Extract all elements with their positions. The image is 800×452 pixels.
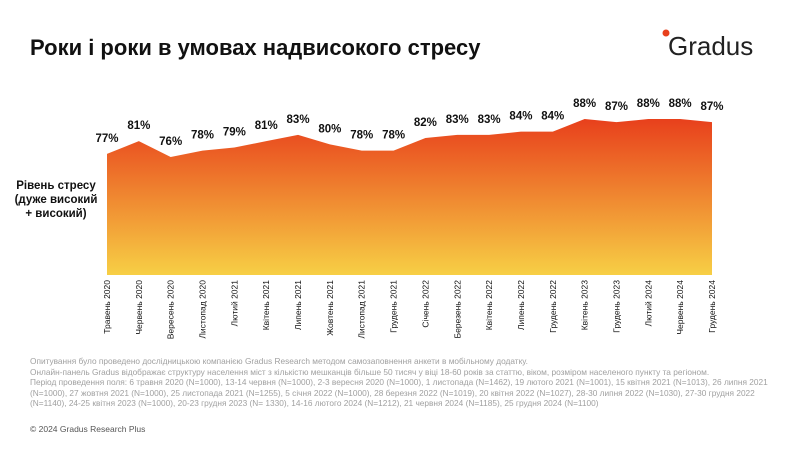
x-tick-label: Грудень 2021	[389, 280, 399, 333]
chart-title: Роки і роки в умовах надвисокого стресу	[30, 35, 481, 60]
x-tick-label: Червень 2024	[675, 280, 685, 335]
data-label: 77%	[95, 133, 118, 145]
chart: Роки і роки в умовах надвисокого стресу …	[15, 29, 753, 339]
data-label: 76%	[159, 136, 182, 148]
data-label: 78%	[382, 130, 405, 142]
x-tick-label: Липень 2021	[293, 280, 303, 330]
logo-dot	[662, 29, 670, 37]
x-tick-label: Грудень 2024	[707, 280, 717, 333]
y-axis-label: Рівень стресу	[16, 180, 96, 192]
brand-logo: Gradus	[668, 31, 753, 61]
data-label: 84%	[541, 111, 564, 123]
data-label: 88%	[669, 98, 692, 110]
data-label: 83%	[287, 114, 310, 126]
data-label: 79%	[223, 127, 246, 139]
data-label: 78%	[350, 130, 373, 142]
x-tick-label: Квітень 2023	[580, 280, 590, 331]
footnote: Онлайн-панель Gradus відображає структур…	[30, 366, 710, 377]
y-axis-label: (дуже високий	[15, 194, 98, 206]
x-tick-label: Жовтень 2021	[325, 280, 335, 336]
x-tick-label: Листопад 2021	[357, 280, 367, 339]
data-label: 81%	[255, 120, 278, 132]
footnotes: Опитування було проведено дослідницькою …	[30, 356, 775, 409]
x-tick-label: Липень 2022	[516, 280, 526, 330]
data-label: 84%	[509, 111, 532, 123]
footnote: Період проведення поля: 6 травня 2020 (N…	[30, 377, 768, 408]
copyright: © 2024 Gradus Research Plus	[30, 424, 146, 434]
x-tick-label: Грудень 2022	[548, 280, 558, 333]
data-label: 78%	[191, 130, 214, 142]
x-tick-label: Грудень 2023	[611, 280, 621, 333]
data-label: 88%	[573, 98, 596, 110]
x-tick-label: Вересень 2020	[166, 280, 176, 339]
footnote: Опитування було проведено дослідницькою …	[30, 356, 528, 366]
x-tick-label: Квітень 2022	[484, 280, 494, 331]
y-axis-label: + високий)	[25, 208, 86, 220]
area	[107, 119, 712, 275]
data-label: 87%	[700, 101, 723, 113]
x-tick-label: Лютий 2021	[229, 280, 239, 327]
x-tick-label: Листопад 2020	[198, 280, 208, 339]
data-label: 87%	[605, 101, 628, 113]
data-label: 83%	[446, 114, 469, 126]
data-label: 83%	[478, 114, 501, 126]
x-tick-label: Січень 2022	[420, 280, 430, 328]
x-tick-label: Квітень 2021	[261, 280, 271, 331]
data-label: 81%	[127, 120, 150, 132]
x-tick-label: Червень 2020	[134, 280, 144, 335]
data-label: 82%	[414, 117, 437, 129]
x-tick-label: Березень 2022	[452, 280, 462, 339]
x-tick-label: Лютий 2024	[643, 280, 653, 327]
data-label: 88%	[637, 98, 660, 110]
data-label: 80%	[318, 123, 341, 135]
x-tick-label: Травень 2020	[102, 280, 112, 334]
